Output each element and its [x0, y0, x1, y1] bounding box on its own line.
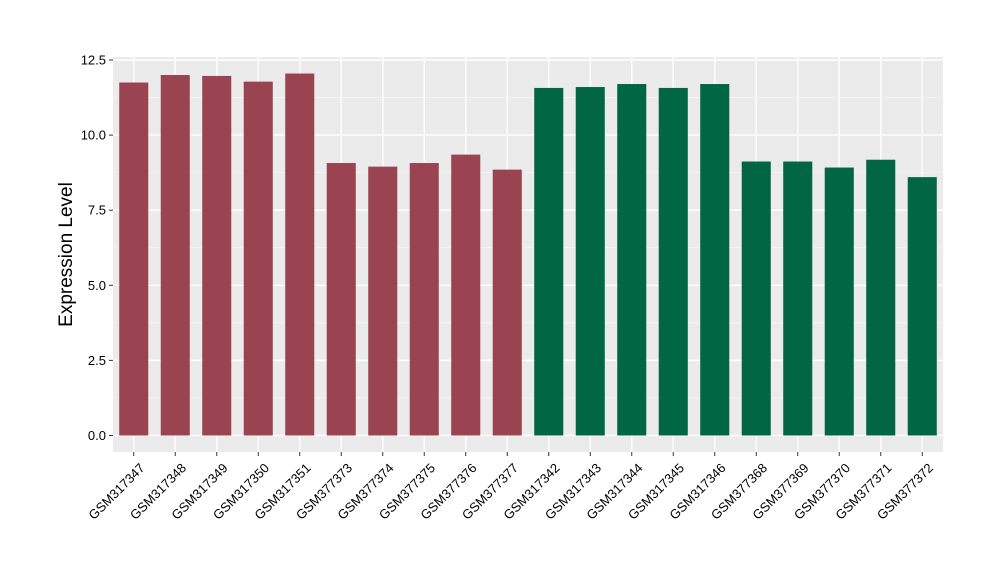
- y-tick-label: 5.0: [88, 278, 106, 293]
- y-tick-label: 7.5: [88, 203, 106, 218]
- y-tick-label: 2.5: [88, 353, 106, 368]
- bar-GSM377369: [783, 161, 813, 436]
- bar-GSM377370: [824, 167, 854, 436]
- y-axis: 0.0 2.5 5.0 7.5 10.0 12.5: [81, 53, 113, 443]
- bar-GSM317344: [617, 84, 647, 436]
- bar-GSM377368: [741, 161, 771, 436]
- bar-GSM317351: [285, 73, 315, 436]
- x-axis: GSM317347GSM317348GSM317349GSM317350GSM3…: [85, 452, 936, 523]
- y-axis-label: Expression Level: [56, 182, 77, 327]
- bar-GSM317343: [575, 87, 605, 436]
- bar-GSM377372: [907, 177, 937, 436]
- bars: [119, 73, 937, 436]
- bar-GSM317350: [243, 81, 273, 436]
- bar-GSM317349: [202, 75, 232, 436]
- bar-GSM317348: [160, 75, 190, 436]
- bar-GSM377375: [409, 163, 439, 436]
- plot-panel: [113, 57, 943, 452]
- bar-GSM377374: [368, 166, 398, 436]
- bar-GSM377373: [326, 163, 356, 436]
- bar-GSM317342: [534, 87, 564, 436]
- bar-GSM317346: [700, 84, 730, 436]
- bar-GSM377377: [492, 169, 522, 436]
- bar-GSM377376: [451, 154, 481, 436]
- bar-GSM377371: [866, 159, 896, 436]
- bar-GSM317347: [119, 82, 149, 436]
- y-tick-label: 0.0: [88, 428, 106, 443]
- y-tick-label: 12.5: [81, 53, 106, 68]
- bar-GSM317345: [658, 87, 688, 436]
- y-tick-label: 10.0: [81, 128, 106, 143]
